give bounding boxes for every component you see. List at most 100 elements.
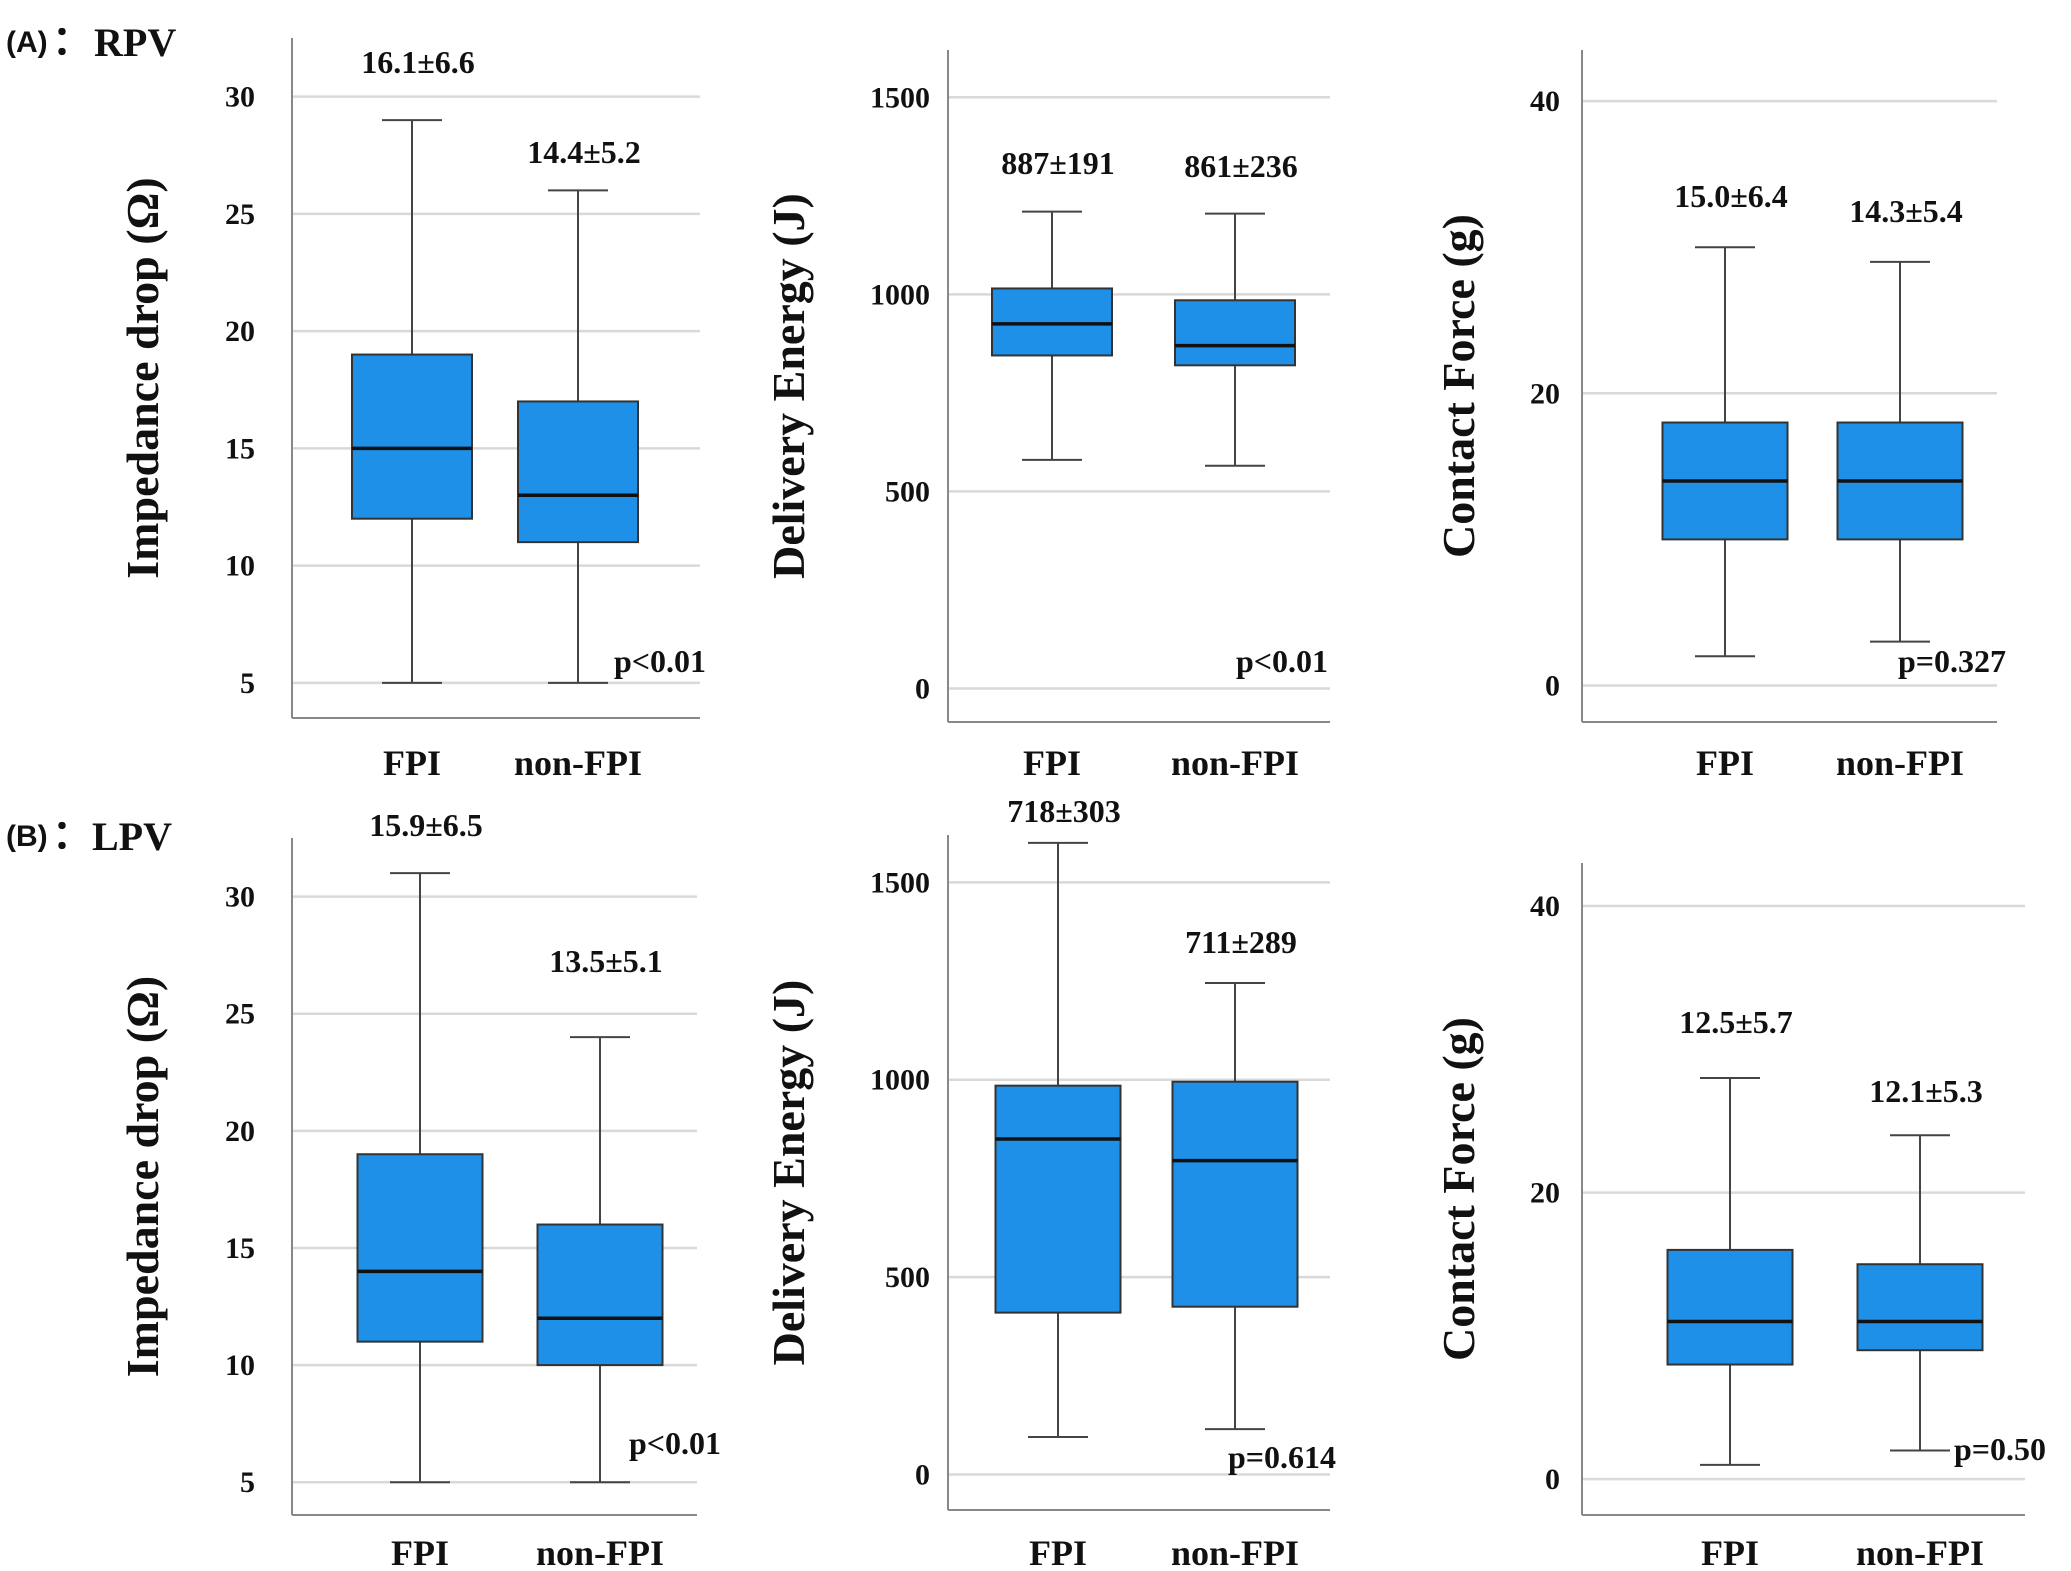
iqr-box (356, 1153, 484, 1343)
box-non-fpi: 13.5±5.1 (536, 943, 664, 1484)
panel-a-separator: ： (52, 18, 92, 63)
y-tick-label: 25 (225, 198, 255, 231)
y-tick-label: 10 (225, 550, 255, 583)
x-category-label: FPI (1696, 743, 1754, 783)
panel-a-name: RPV (94, 20, 176, 65)
y-tick-label: 20 (225, 315, 255, 348)
iqr-box (1856, 1263, 1984, 1352)
y-tick-label: 0 (1545, 1463, 1560, 1496)
x-category-label: FPI (1029, 1533, 1087, 1571)
x-category-label: FPI (391, 1533, 449, 1571)
iqr-box (991, 287, 1113, 357)
y-tick-label: 500 (885, 475, 930, 508)
panel-a-letter: (A) (6, 26, 48, 59)
y-tick-label: 40 (1530, 85, 1560, 118)
p-value-label: p=0.327 (1898, 643, 2006, 679)
y-axis-label: Contact Force (g) (1433, 1017, 1484, 1361)
mean-sd-label: 887±191 (1001, 145, 1115, 181)
iqr-box (536, 1223, 664, 1367)
panel-b-separator: ： (52, 812, 92, 857)
box-fpi: 12.5±5.7 (1666, 1004, 1794, 1466)
mean-sd-label: 15.9±6.5 (369, 807, 483, 843)
iqr-box (994, 1084, 1122, 1314)
y-tick-label: 20 (1530, 377, 1560, 410)
box-non-fpi: 861±236 (1174, 148, 1298, 467)
iqr-box (1171, 1080, 1299, 1308)
y-tick-label: 20 (1530, 1177, 1560, 1210)
y-axis-label: Delivery Energy (J) (763, 193, 814, 579)
mean-sd-label: 14.4±5.2 (527, 134, 641, 170)
y-tick-label: 15 (225, 1232, 255, 1265)
x-category-label: non-FPI (1171, 1533, 1299, 1571)
p-value-label: p<0.01 (614, 643, 706, 679)
y-tick-label: 1500 (870, 866, 930, 899)
y-tick-label: 15 (225, 432, 255, 465)
y-tick-label: 5 (240, 1466, 255, 1499)
chart-1: 5 10 15 20 25 30 Impedance drop (Ω) 16.1±6.6 FPI… (117, 38, 706, 783)
y-axis-label: Impedance drop (Ω) (117, 177, 168, 578)
y-tick-label: 1000 (870, 278, 930, 311)
y-tick-label: 1500 (870, 81, 930, 114)
x-category-label: FPI (1023, 743, 1081, 783)
chart-4: 5 10 15 20 25 30 Impedance drop (Ω) 15.9±6.5 FPI… (117, 807, 721, 1571)
charts-container: 5 10 15 20 25 30 Impedance drop (Ω) 16.1±6.6 FPI… (117, 38, 2046, 1571)
iqr-box (1666, 1248, 1794, 1366)
box-fpi: 718±303 (994, 793, 1122, 1438)
y-tick-label: 0 (1545, 669, 1560, 702)
mean-sd-label: 14.3±5.4 (1849, 193, 1963, 229)
box-fpi: 15.9±6.5 (356, 807, 484, 1484)
x-category-label: non-FPI (536, 1533, 664, 1571)
panel-b-label: (B) ： LPV (6, 812, 172, 859)
mean-sd-label: 16.1±6.6 (361, 44, 475, 80)
y-tick-label: 20 (225, 1115, 255, 1148)
chart-2: 0 500 1000 1500 Delivery Energy (J) 887±191 FP… (763, 50, 1330, 783)
box-fpi: 887±191 (991, 145, 1115, 461)
x-category-label: non-FPI (1856, 1533, 1984, 1571)
y-tick-label: 30 (225, 81, 255, 114)
box-non-fpi: 12.1±5.3 (1856, 1073, 1984, 1452)
y-tick-label: 1000 (870, 1064, 930, 1097)
iqr-box (517, 400, 639, 544)
box-non-fpi: 14.4±5.2 (517, 134, 641, 684)
p-value-label: p=0.50 (1954, 1431, 2046, 1467)
y-axis-label: Impedance drop (Ω) (117, 976, 168, 1377)
iqr-box (351, 353, 473, 520)
panel-a-label: (A) ： RPV (6, 18, 176, 65)
x-category-label: FPI (383, 743, 441, 783)
chart-6: 0 20 40 Contact Force (g) 12.5±5.7 FPI 12.1±5.… (1433, 863, 2046, 1571)
y-axis-label: Contact Force (g) (1433, 214, 1484, 558)
y-tick-label: 5 (240, 667, 255, 700)
y-tick-label: 500 (885, 1261, 930, 1294)
x-category-label: non-FPI (514, 743, 642, 783)
y-tick-label: 0 (915, 1458, 930, 1491)
panel-b-name: LPV (92, 814, 172, 859)
y-tick-label: 0 (915, 672, 930, 705)
p-value-label: p<0.01 (629, 1425, 721, 1461)
y-tick-label: 40 (1530, 890, 1560, 923)
x-category-label: non-FPI (1171, 743, 1299, 783)
chart-3: 0 20 40 Contact Force (g) 15.0±6.4 FPI 14.3±5.… (1433, 50, 2006, 783)
x-category-label: FPI (1701, 1533, 1759, 1571)
p-value-label: p<0.01 (1236, 643, 1328, 679)
p-value-label: p=0.614 (1228, 1439, 1336, 1475)
x-category-label: non-FPI (1836, 743, 1964, 783)
mean-sd-label: 711±289 (1185, 924, 1297, 960)
iqr-box (1174, 299, 1296, 367)
box-non-fpi: 14.3±5.4 (1836, 193, 1964, 643)
y-tick-label: 30 (225, 881, 255, 914)
mean-sd-label: 12.5±5.7 (1679, 1004, 1793, 1040)
box-fpi: 16.1±6.6 (351, 44, 475, 684)
mean-sd-label: 15.0±6.4 (1674, 178, 1788, 214)
y-tick-label: 25 (225, 998, 255, 1031)
mean-sd-label: 861±236 (1184, 148, 1298, 184)
y-tick-label: 10 (225, 1349, 255, 1382)
mean-sd-label: 718±303 (1007, 793, 1121, 829)
mean-sd-label: 12.1±5.3 (1869, 1073, 1983, 1109)
chart-5: 0 500 1000 1500 Delivery Energy (J) 718±303 FP… (763, 793, 1336, 1571)
box-non-fpi: 711±289 (1171, 924, 1299, 1431)
y-axis-label: Delivery Energy (J) (763, 980, 814, 1366)
box-fpi: 15.0±6.4 (1661, 178, 1789, 658)
panel-b-letter: (B) (6, 820, 48, 853)
mean-sd-label: 13.5±5.1 (549, 943, 663, 979)
